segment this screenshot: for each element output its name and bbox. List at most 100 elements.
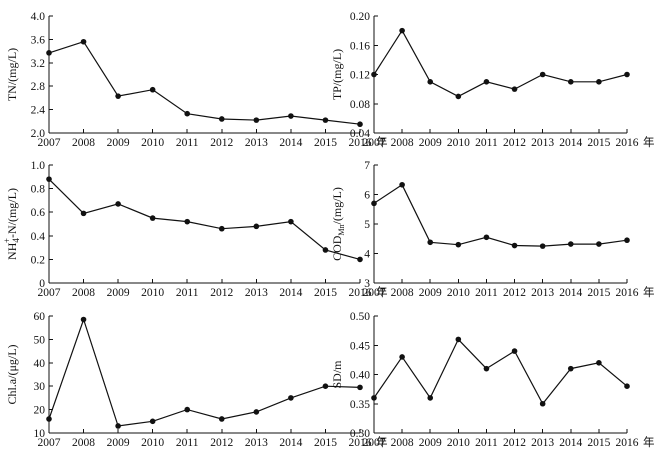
y-tick-label: 3.6 xyxy=(31,34,46,46)
y-tick-label: 10 xyxy=(34,428,46,440)
data-point xyxy=(539,400,546,407)
x-tick-label: 2009 xyxy=(419,137,442,149)
series-line xyxy=(373,29,628,98)
y-tick-label: 7 xyxy=(364,160,370,172)
x-tick-label: 2008 xyxy=(72,137,95,149)
data-point xyxy=(399,354,405,360)
data-point xyxy=(371,71,377,78)
x-tick-label: 2012 xyxy=(210,287,233,299)
data-point xyxy=(567,365,574,372)
y-axis-title: TN/(mg/L) xyxy=(5,48,19,101)
x-tick-label: 2015 xyxy=(587,137,610,149)
y-tick-label: 0.40 xyxy=(350,370,370,382)
x-tick-label: 2014 xyxy=(559,137,582,149)
y-tick-label: 0.16 xyxy=(350,40,370,52)
x-tick-label: 2010 xyxy=(141,287,164,299)
data-point xyxy=(399,27,405,34)
x-tick-label: 2009 xyxy=(107,287,130,299)
x-tick-label: 2013 xyxy=(245,287,268,299)
data-point xyxy=(624,237,630,244)
y-axis-title: TP/(mg/L) xyxy=(330,49,344,100)
data-point xyxy=(218,116,225,122)
data-point xyxy=(149,86,156,93)
x-tick-label: 2014 xyxy=(559,437,582,449)
data-point xyxy=(399,181,405,188)
x-tick-label: 2012 xyxy=(210,137,233,149)
x-tick-label: 2011 xyxy=(475,437,498,449)
y-axis-title: Chl.a/(μg/L) xyxy=(5,344,19,404)
series-line xyxy=(373,338,628,405)
y-tick-label: 0.2 xyxy=(31,254,46,266)
x-tick-label: 2010 xyxy=(447,287,470,299)
x-unit-label: 年 xyxy=(376,285,388,299)
data-point xyxy=(483,365,490,372)
data-point xyxy=(455,241,462,248)
x-tick-label: 2011 xyxy=(176,137,199,149)
x-tick-label: 2007 xyxy=(363,287,386,299)
x-tick-label: 2009 xyxy=(107,137,130,149)
x-tick-label: 2013 xyxy=(531,437,554,449)
x-tick-label: 2015 xyxy=(587,437,610,449)
data-point xyxy=(253,117,260,123)
y-tick-label: 0.04 xyxy=(350,128,370,140)
y-axis-title: SD/m xyxy=(330,360,344,389)
x-tick-label: 2012 xyxy=(210,437,233,449)
x-tick-label: 2008 xyxy=(391,137,414,149)
x-tick-label: 2015 xyxy=(314,137,337,149)
data-point xyxy=(624,71,630,78)
chart-panel-5: 10 20 30 40 50 60 2007 2008 2009 2010 2011 2012 2013… xyxy=(5,311,388,449)
y-tick-label: 0.45 xyxy=(350,340,370,352)
chart-panel-4: 3 4 5 6 7 2007 2008 2009 2010 2011 2012 2013 2014 201… xyxy=(330,160,655,299)
x-tick-label: 2011 xyxy=(475,137,498,149)
y-tick-label: 4.0 xyxy=(31,11,46,23)
x-tick-label: 2010 xyxy=(447,137,470,149)
data-point xyxy=(46,50,52,56)
data-point xyxy=(455,336,462,343)
x-tick-label: 2013 xyxy=(531,137,554,149)
data-point xyxy=(357,384,363,391)
x-tick-label: 2016 xyxy=(349,287,372,299)
data-point xyxy=(427,239,434,246)
x-tick-label: 2007 xyxy=(363,137,386,149)
data-point xyxy=(427,79,434,85)
x-unit-label: 年 xyxy=(643,435,655,449)
y-tick-label: 3 xyxy=(364,278,370,290)
x-unit-label: 年 xyxy=(376,435,388,449)
x-tick-label: 2010 xyxy=(141,437,164,449)
x-tick-label: 2008 xyxy=(391,437,414,449)
x-unit-label: 年 xyxy=(376,135,388,149)
y-tick-label: 5 xyxy=(364,219,370,231)
x-tick-label: 2007 xyxy=(38,437,61,449)
x-tick-label: 2013 xyxy=(245,137,268,149)
x-tick-label: 2008 xyxy=(72,437,95,449)
data-point xyxy=(596,241,602,247)
x-tick-label: 2015 xyxy=(314,287,337,299)
data-point xyxy=(455,93,462,100)
y-tick-label: 0.12 xyxy=(350,70,370,82)
data-point xyxy=(46,176,52,182)
y-tick-label: 6 xyxy=(364,190,370,202)
chart-panel-2: 0.04 0.08 0.12 0.16 0.20 2007 2008 2009 2010 2011… xyxy=(330,11,655,149)
x-tick-label: 2016 xyxy=(616,137,639,149)
data-point xyxy=(149,418,156,425)
x-tick-label: 2008 xyxy=(72,287,95,299)
data-point xyxy=(596,79,602,85)
x-tick-label: 2013 xyxy=(531,287,554,299)
data-point xyxy=(322,247,329,253)
x-tick-label: 2010 xyxy=(447,437,470,449)
data-point xyxy=(115,201,121,207)
data-point xyxy=(322,383,329,390)
x-tick-label: 2009 xyxy=(107,437,130,449)
x-tick-label: 2010 xyxy=(141,137,164,149)
data-point xyxy=(357,256,363,263)
data-point xyxy=(567,79,574,85)
y-tick-label: 0 xyxy=(39,278,45,290)
y-tick-label: 30 xyxy=(34,381,46,393)
y-tick-label: 50 xyxy=(34,334,46,346)
data-point xyxy=(511,348,518,354)
x-tick-label: 2011 xyxy=(176,437,199,449)
data-point xyxy=(288,113,294,119)
x-unit-label: 年 xyxy=(643,285,655,299)
data-point xyxy=(539,71,546,78)
data-point xyxy=(539,243,546,249)
